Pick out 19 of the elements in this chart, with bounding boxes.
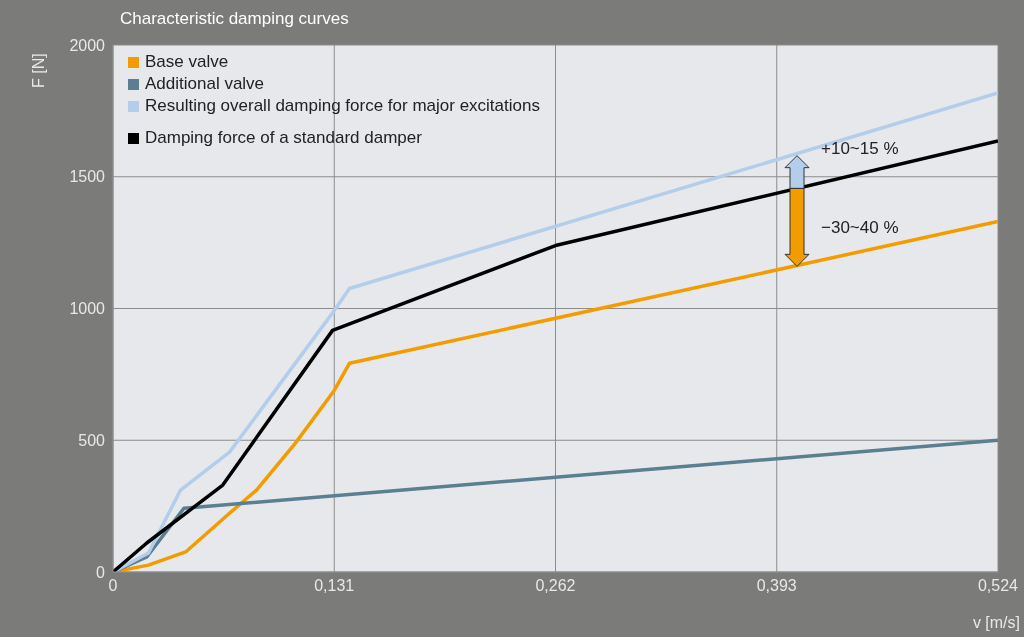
y-tick-label: 2000 xyxy=(69,36,106,54)
y-tick-label: 500 xyxy=(78,431,106,449)
y-tick-label: 1000 xyxy=(69,300,106,318)
legend-label: Damping force of a standard damper xyxy=(145,127,422,149)
chart-title: Characteristic damping curves xyxy=(120,9,349,29)
x-tick-label: 0,393 xyxy=(756,577,797,595)
annotation: +10~15 % xyxy=(821,138,899,158)
y-tick-label: 0 xyxy=(96,563,106,581)
x-axis-title: v [m/s] xyxy=(972,614,1020,632)
y-tick-label: 1500 xyxy=(69,168,106,186)
x-tick-label: 0,262 xyxy=(535,577,576,595)
legend-label: Resulting overall damping force for major excitations xyxy=(145,95,540,117)
legend-label: Base valve xyxy=(145,51,229,73)
y-axis-title: F [N] xyxy=(30,53,48,88)
legend-label: Additional valve xyxy=(145,73,265,95)
x-tick-label: 0 xyxy=(108,577,118,595)
x-tick-label: 0,524 xyxy=(977,577,1019,595)
annotation: −30~40 % xyxy=(821,218,899,238)
x-tick-label: 0,131 xyxy=(314,577,355,595)
